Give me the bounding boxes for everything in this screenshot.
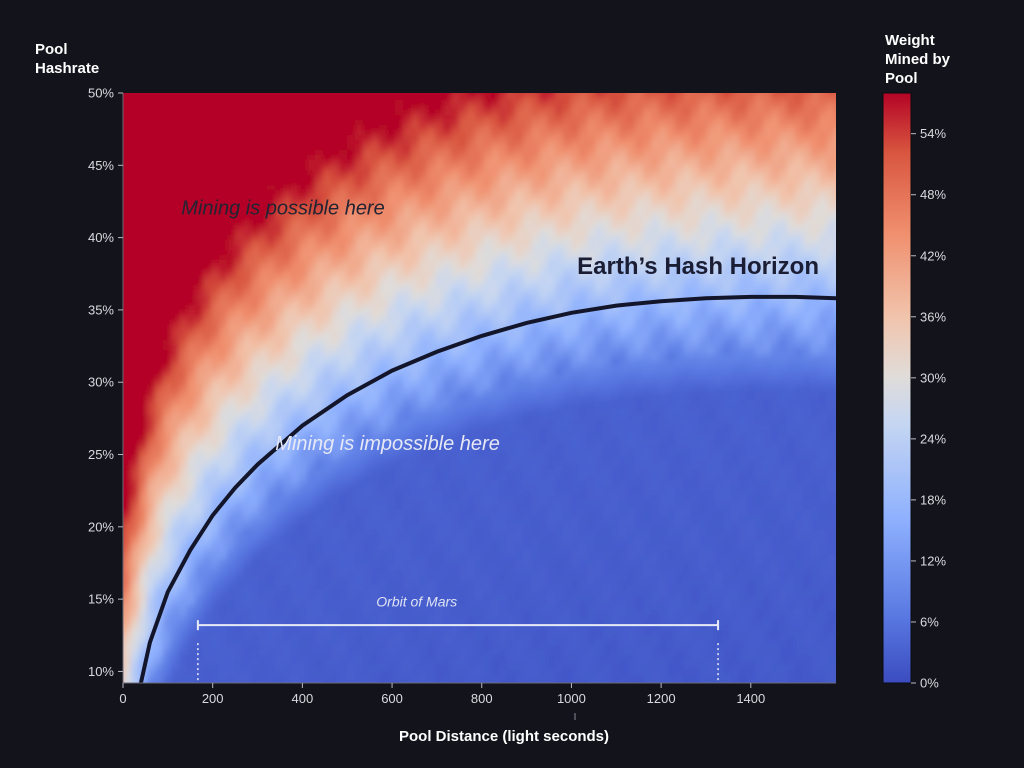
colorbar-tick-label: 12% [920, 553, 946, 568]
y-tick-label: 35% [88, 302, 114, 317]
x-axis: 0 200 400 600 800 1000 1200 1400 [119, 682, 836, 720]
y-tick-label: 50% [88, 86, 114, 101]
colorbar-title-line-2: Mined by [885, 51, 951, 68]
y-axis: 10% 15% 20% 25% 30% 35% 40% 45% 50% [88, 86, 124, 683]
hash-horizon-curve [138, 294, 836, 683]
x-tick-label: 1200 [647, 691, 676, 706]
annotation-impossible: Mining is impossible here [275, 433, 500, 455]
y-tick-label: 25% [88, 447, 114, 462]
colorbar-tick-label: 54% [920, 126, 946, 141]
hash-horizon-label: Earth’s Hash Horizon [577, 253, 819, 280]
colorbar: 0% 6% 12% 18% 24% 30% 36% 42% 48% 54% Weight Mine… [882, 32, 951, 691]
colorbar-tick-label: 48% [920, 187, 946, 202]
x-tick-label: 200 [202, 691, 224, 706]
colorbar-tick-label: 18% [920, 492, 946, 507]
x-tick-label: 1400 [736, 691, 765, 706]
y-tick-label: 15% [88, 592, 114, 607]
y-axis-title-line-2: Hashrate [35, 60, 99, 77]
colorbar-tick-label: 30% [920, 370, 946, 385]
y-axis-title-line-1: Pool [35, 41, 68, 58]
orbit-of-mars-marker [196, 620, 720, 683]
y-tick-label: 30% [88, 375, 114, 390]
colorbar-tick-label: 42% [920, 248, 946, 263]
x-tick-label: 1000 [557, 691, 586, 706]
x-axis-title: Pool Distance (light seconds) [399, 728, 609, 745]
colorbar-title-line-3: Pool [885, 70, 918, 87]
x-tick-label: 800 [471, 691, 493, 706]
annotation-possible: Mining is possible here [181, 197, 384, 219]
colorbar-tick-label: 36% [920, 309, 946, 324]
y-tick-label: 20% [88, 519, 114, 534]
x-tick-label: 0 [119, 691, 126, 706]
colorbar-tick-label: 6% [920, 614, 939, 629]
y-tick-label: 40% [88, 230, 114, 245]
colorbar-tick-label: 24% [920, 431, 946, 446]
heatmap-surface [123, 93, 836, 683]
colorbar-title-line-1: Weight [885, 32, 935, 49]
y-tick-label: 10% [88, 664, 114, 679]
annotation-mars: Orbit of Mars [376, 593, 457, 609]
x-tick-label: 400 [292, 691, 314, 706]
colorbar-tick-label: 0% [920, 676, 939, 691]
colorbar-gradient [882, 92, 912, 684]
y-tick-label: 45% [88, 158, 114, 173]
x-tick-label: 600 [381, 691, 403, 706]
